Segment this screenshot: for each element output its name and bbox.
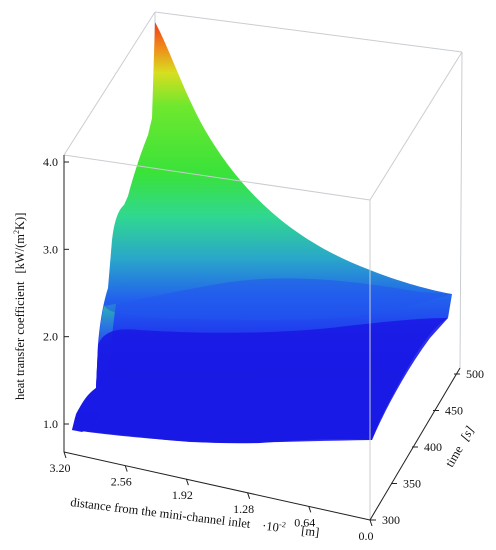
x-tick-mark	[369, 519, 373, 527]
x-tick-label: 1.92	[172, 488, 193, 502]
axes	[63, 155, 461, 521]
heat-transfer-surface	[72, 22, 452, 444]
z-tick-label: 1.0	[43, 417, 58, 431]
y-tick-label: 400	[424, 440, 442, 454]
y-axis-line	[369, 367, 461, 521]
box-edge	[459, 51, 463, 369]
y-tick-label: 500	[466, 367, 484, 381]
z-axis-ticks: 1.0 2.0 3.0 4.0	[43, 155, 69, 431]
x-tick-label: 0.64	[294, 515, 315, 529]
x-tick-label: 1.28	[233, 502, 254, 516]
x-tick-label: 2.56	[111, 475, 132, 489]
y-axis-label: time[s]	[442, 424, 477, 470]
surface-mid-band	[104, 278, 452, 320]
x-tick-mark	[185, 479, 189, 486]
surface-low-region	[74, 318, 448, 443]
z-tick-label: 3.0	[43, 242, 58, 256]
z-axis-label-group: heat transfer coefficient[kW/(m2K)]	[12, 213, 27, 400]
y-tick-label: 450	[445, 404, 463, 418]
z-tick-label: 4.0	[43, 155, 58, 169]
box-edge	[154, 11, 463, 53]
x-tick-mark	[247, 492, 251, 499]
x-tick-label: 0.0	[359, 529, 374, 543]
box-edge	[63, 154, 371, 201]
y-tick-label: 300	[382, 513, 400, 527]
x-tick-mark	[308, 506, 312, 513]
y-axis-ticks: 300 350 400 450 500	[370, 367, 484, 527]
x-axis-ticks: 3.20 2.56 1.92 1.28 0.64 0.0	[50, 451, 374, 543]
z-tick-label: 2.0	[43, 330, 58, 344]
y-axis-label-group: time[s]	[442, 424, 477, 470]
box-edge	[63, 11, 156, 156]
x-tick-mark	[63, 451, 67, 459]
box-edge	[369, 51, 463, 201]
x-tick-mark	[124, 465, 128, 472]
y-tick-label: 350	[403, 477, 421, 491]
x-tick-label: 3.20	[50, 461, 71, 475]
z-axis-label: heat transfer coefficient[kW/(m2K)]	[12, 213, 27, 400]
x-axis-line	[63, 451, 371, 521]
